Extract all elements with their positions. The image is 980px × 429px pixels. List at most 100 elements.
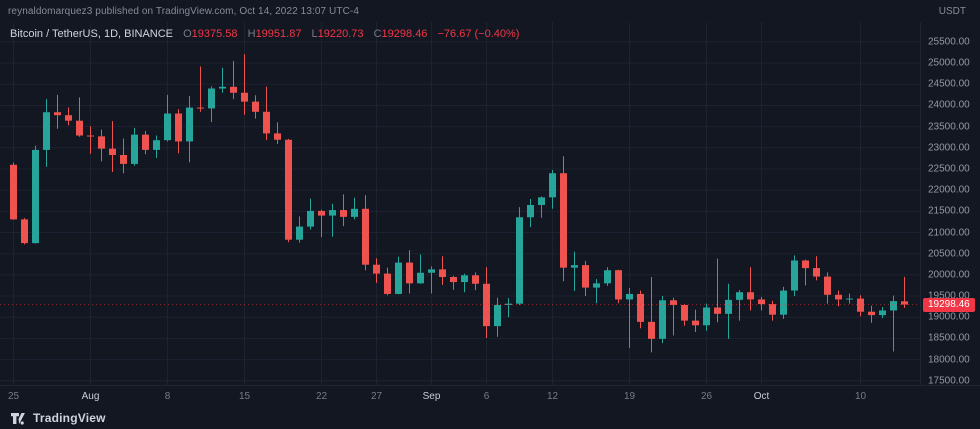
price-axis[interactable]: 25500.00 25000.00 24500.00 24000.00 23500.00… <box>920 22 980 387</box>
price-axis-label: 21500.00 <box>928 205 970 217</box>
time-axis-label: 15 <box>238 391 251 402</box>
candle-body <box>593 283 600 288</box>
candle-body <box>670 300 677 305</box>
candle-body <box>703 307 710 326</box>
candle-body <box>362 208 369 265</box>
tradingview-brand-text[interactable]: TradingView <box>33 411 106 425</box>
candle-body <box>263 111 270 134</box>
price-axis-label: 24500.00 <box>928 78 970 90</box>
price-axis-label: 19500.00 <box>928 290 970 302</box>
attribution-bar: reynaldomarquez3 published on TradingVie… <box>0 0 980 22</box>
time-axis-label: Sep <box>422 391 441 402</box>
candle-body <box>527 204 534 218</box>
time-axis-label: 12 <box>546 391 559 402</box>
ohlc-close-value: 19298.46 <box>381 28 428 40</box>
footer-bar: TradingView <box>0 407 980 429</box>
price-axis-label: 24000.00 <box>928 99 970 111</box>
plot-svg[interactable] <box>0 22 920 385</box>
symbol-title: Bitcoin / TetherUS, 1D, BINANCE <box>10 28 174 40</box>
candle-body <box>76 120 83 136</box>
time-axis-label: 8 <box>164 391 171 402</box>
candle-body <box>648 321 655 339</box>
candle-body <box>450 276 457 283</box>
candle-body <box>395 262 402 294</box>
time-axis-label: 27 <box>370 391 383 402</box>
candle-body <box>560 173 567 268</box>
price-axis-label: 25000.00 <box>928 57 970 69</box>
candle-body <box>351 208 358 217</box>
tradingview-logo-icon[interactable] <box>10 411 27 426</box>
candle-body <box>131 134 138 164</box>
price-axis-label: 22500.00 <box>928 163 970 175</box>
candle-body <box>10 164 17 220</box>
candle-body <box>164 113 171 141</box>
candle-body <box>714 307 721 314</box>
attribution-text: reynaldomarquez3 published on TradingVie… <box>8 5 360 17</box>
candle-body <box>879 310 886 316</box>
candle-body <box>406 262 413 284</box>
candle-body <box>483 283 490 327</box>
candle-body <box>296 226 303 240</box>
price-axis-label: 23500.00 <box>928 121 970 133</box>
time-axis-label: 10 <box>854 391 867 402</box>
candle-body <box>219 86 226 89</box>
candle-body <box>571 265 578 268</box>
time-axis-label: 25 <box>7 391 20 402</box>
price-axis-label: 20000.00 <box>928 269 970 281</box>
candle-body <box>736 292 743 300</box>
currency-label: USDT <box>938 5 966 17</box>
candle-body <box>285 139 292 240</box>
candle-body <box>208 88 215 109</box>
candle-body <box>637 293 644 322</box>
candle-body <box>241 92 248 102</box>
candle-body <box>186 107 193 142</box>
ohlc-open-label: O <box>183 28 192 40</box>
chart-legend[interactable]: Bitcoin / TetherUS, 1D, BINANCE O19375.5… <box>10 28 519 40</box>
candle-body <box>725 299 732 314</box>
price-axis-label: 18500.00 <box>928 332 970 344</box>
candle-body <box>802 260 809 269</box>
price-axis-label: 23000.00 <box>928 142 970 154</box>
candle-body <box>87 135 94 137</box>
candle-body <box>659 300 666 339</box>
candle-body <box>758 299 765 305</box>
candle-body <box>516 217 523 304</box>
candle-body <box>153 140 160 150</box>
candle-body <box>428 269 435 273</box>
candle-body <box>868 311 875 316</box>
price-axis-label: 22000.00 <box>928 184 970 196</box>
candle-body <box>65 115 72 121</box>
candle-body <box>846 298 853 300</box>
price-axis-label: 20500.00 <box>928 248 970 260</box>
candle-body <box>604 270 611 284</box>
candle-body <box>835 294 842 300</box>
ohlc-close-label: C <box>373 28 382 40</box>
change-value: −76.67 (−0.40%) <box>437 28 520 40</box>
candle-body <box>230 86 237 93</box>
price-axis-label: 19000.00 <box>928 311 970 323</box>
candle-body <box>494 304 501 327</box>
price-axis-label: 21000.00 <box>928 227 970 238</box>
candle-body <box>340 210 347 217</box>
candle-body <box>813 268 820 277</box>
candle-body <box>439 269 446 277</box>
chart-plot-area[interactable]: Bitcoin / TetherUS, 1D, BINANCE O19375.5… <box>0 22 920 385</box>
candle-body <box>769 304 776 315</box>
ohlc-low-label: L <box>311 28 318 40</box>
time-axis-label: 19 <box>623 391 636 402</box>
candle-body <box>901 301 908 305</box>
candle-body <box>549 173 556 198</box>
candle-body <box>890 301 897 311</box>
time-axis[interactable]: 25 Aug 8 15 22 27 Sep 6 12 19 26 Oct 10 <box>0 385 980 408</box>
candle-body <box>791 260 798 291</box>
candle-body <box>329 210 336 216</box>
candle-body <box>461 275 468 283</box>
candle-body <box>582 265 589 288</box>
ohlc-low-value: 19220.73 <box>317 28 364 40</box>
price-axis-label: 18000.00 <box>928 354 970 366</box>
candle-body <box>824 276 831 295</box>
candle-body <box>120 155 127 164</box>
price-axis-label: 25500.00 <box>928 36 970 48</box>
price-axis-label: 17500.00 <box>928 375 970 387</box>
candle-body <box>692 320 699 326</box>
